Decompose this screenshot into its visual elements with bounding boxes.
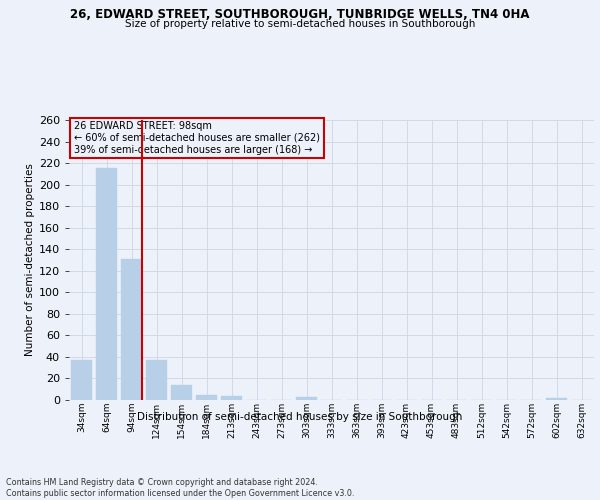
Bar <box>171 385 192 400</box>
Bar <box>121 259 142 400</box>
Y-axis label: Number of semi-detached properties: Number of semi-detached properties <box>25 164 35 356</box>
Bar <box>196 394 217 400</box>
Bar <box>296 397 317 400</box>
Bar <box>221 396 242 400</box>
Text: Size of property relative to semi-detached houses in Southborough: Size of property relative to semi-detach… <box>125 19 475 29</box>
Text: Contains HM Land Registry data © Crown copyright and database right 2024.
Contai: Contains HM Land Registry data © Crown c… <box>6 478 355 498</box>
Bar <box>546 398 567 400</box>
Text: 26, EDWARD STREET, SOUTHBOROUGH, TUNBRIDGE WELLS, TN4 0HA: 26, EDWARD STREET, SOUTHBOROUGH, TUNBRID… <box>70 8 530 20</box>
Bar <box>71 360 92 400</box>
Bar <box>96 168 117 400</box>
Text: Distribution of semi-detached houses by size in Southborough: Distribution of semi-detached houses by … <box>137 412 463 422</box>
Bar <box>146 360 167 400</box>
Text: 26 EDWARD STREET: 98sqm
← 60% of semi-detached houses are smaller (262)
39% of s: 26 EDWARD STREET: 98sqm ← 60% of semi-de… <box>74 122 320 154</box>
